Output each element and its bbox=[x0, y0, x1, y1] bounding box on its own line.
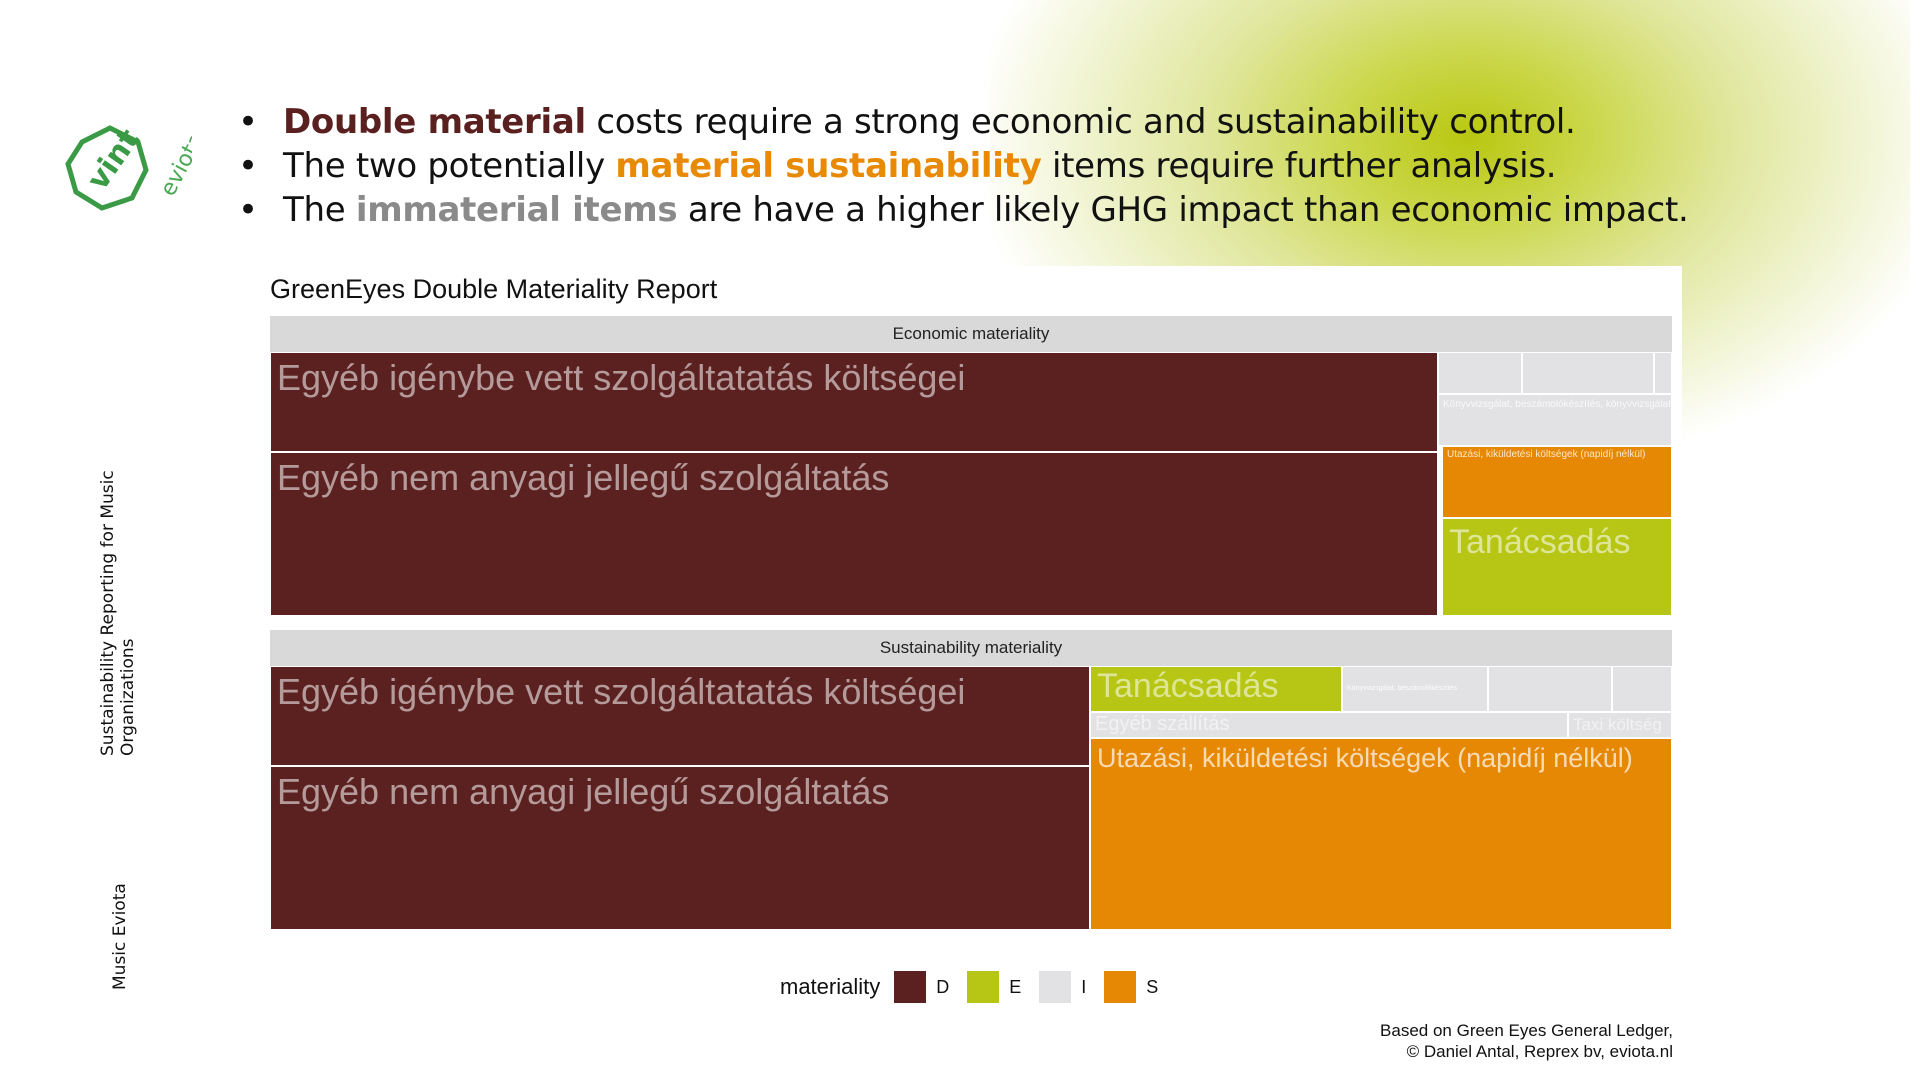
treemap-cell: Egyéb igénybe vett szolgáltatatás költsé… bbox=[270, 352, 1438, 452]
logo-text-eviota: eviota bbox=[156, 128, 192, 200]
treemap-cell: Egyéb nem anyagi jellegű szolgáltatás bbox=[270, 766, 1090, 930]
treemap-cell bbox=[1654, 352, 1672, 394]
legend-label-e: E bbox=[1009, 976, 1022, 997]
legend-label-i: I bbox=[1081, 976, 1087, 997]
treemap-cell: Utazási, kiküldetési költségek (napidíj … bbox=[1442, 446, 1672, 518]
bullet-2: The two potentially material sustainabil… bbox=[238, 144, 1688, 188]
treemap-cell bbox=[1488, 666, 1612, 712]
side-text-report: Sustainability Reporting for Music Organ… bbox=[98, 470, 138, 756]
source-credit: Based on Green Eyes General Ledger, © Da… bbox=[1380, 1020, 1673, 1062]
credit-line-1: Based on Green Eyes General Ledger, bbox=[1380, 1021, 1673, 1040]
legend-title: materiality bbox=[780, 974, 881, 999]
treemap-cell bbox=[1612, 666, 1672, 712]
legend-label-d: D bbox=[936, 976, 950, 997]
treemap-cell: Könyvvizsgálat, beszámolókészítés, könyv… bbox=[1438, 394, 1672, 446]
legend-swatch-s bbox=[1104, 971, 1137, 1003]
chart-title: GreenEyes Double Materiality Report bbox=[270, 274, 718, 304]
legend-label-s: S bbox=[1146, 976, 1159, 997]
treemap-cell: Utazási, kiküldetési költségek (napidíj … bbox=[1090, 738, 1672, 930]
key-findings-list: Double material costs require a strong e… bbox=[238, 100, 1689, 232]
treemap-cell: Könyvvizsgálat, beszámolókészítés bbox=[1342, 666, 1488, 712]
facet-strip-economic: Economic materiality bbox=[270, 316, 1672, 352]
side-text-brand: Music Eviota bbox=[110, 883, 130, 990]
chart-legend: materiality D E I S bbox=[780, 970, 1162, 1004]
treemap-cell: Tanácsadás bbox=[1442, 518, 1672, 616]
treemap-cell: Tanácsadás bbox=[1090, 666, 1342, 712]
bullet-3: The immaterial items are have a higher l… bbox=[238, 188, 1689, 232]
legend-swatch-d bbox=[894, 971, 927, 1003]
bullet-1: Double material costs require a strong e… bbox=[238, 100, 1688, 144]
treemap-cell bbox=[1438, 352, 1522, 394]
legend-swatch-i bbox=[1039, 971, 1072, 1003]
vint-eviota-logo: vint eviota bbox=[65, 123, 192, 211]
treemap-cell: Egyéb igénybe vett szolgáltatatás költsé… bbox=[270, 666, 1090, 766]
treemap-cell bbox=[1522, 352, 1654, 394]
legend-swatch-e bbox=[967, 971, 1000, 1003]
credit-line-2: © Daniel Antal, Reprex bv, eviota.nl bbox=[1406, 1042, 1673, 1061]
treemap-cell: Egyéb nem anyagi jellegű szolgáltatás bbox=[270, 452, 1438, 616]
treemap-cell: Egyéb szállítás bbox=[1090, 712, 1568, 738]
facet-strip-sustainability: Sustainability materiality bbox=[270, 630, 1672, 666]
treemap-cell: Taxi költség bbox=[1568, 712, 1672, 738]
